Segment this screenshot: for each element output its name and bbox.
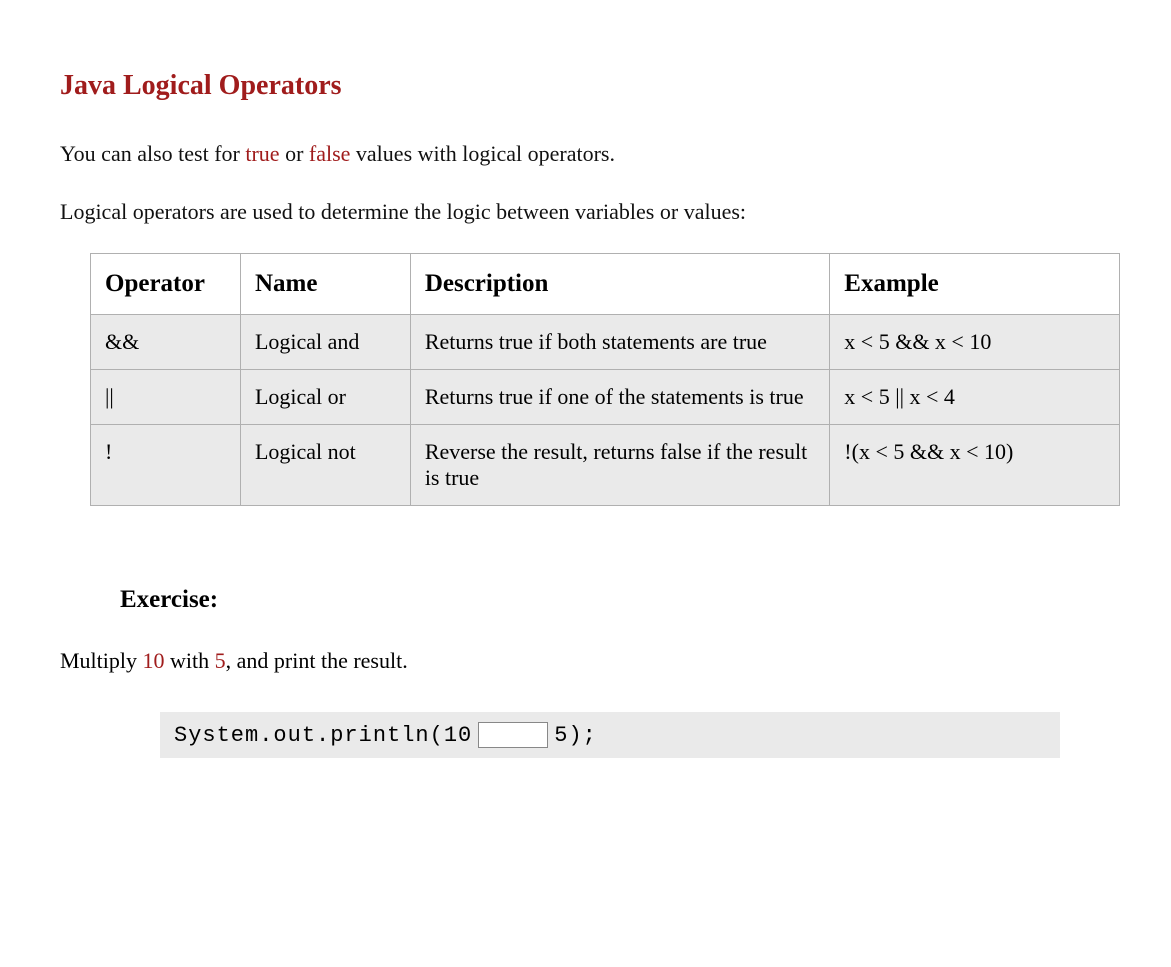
- cell-example: !(x < 5 && x < 10): [830, 425, 1120, 506]
- cell-example: x < 5 && x < 10: [830, 315, 1120, 370]
- intro-text: or: [280, 141, 309, 166]
- operators-table: Operator Name Description Example && Log…: [90, 253, 1120, 506]
- operators-table-container: Operator Name Description Example && Log…: [90, 253, 1111, 506]
- cell-name: Logical and: [240, 315, 410, 370]
- col-header-description: Description: [410, 254, 829, 315]
- answer-input[interactable]: [478, 722, 548, 748]
- cell-example: x < 5 || x < 4: [830, 370, 1120, 425]
- exercise-text: , and print the result.: [226, 648, 408, 673]
- cell-operator: ||: [91, 370, 241, 425]
- exercise-text: with: [165, 648, 215, 673]
- literal-false: false: [309, 141, 351, 166]
- table-header-row: Operator Name Description Example: [91, 254, 1120, 315]
- cell-name: Logical or: [240, 370, 410, 425]
- code-pre: System.out.println(10: [174, 723, 472, 748]
- col-header-name: Name: [240, 254, 410, 315]
- code-block: System.out.println(10 5);: [160, 712, 1060, 758]
- page-heading: Java Logical Operators: [60, 70, 1111, 102]
- table-row: || Logical or Returns true if one of the…: [91, 370, 1120, 425]
- col-header-example: Example: [830, 254, 1120, 315]
- intro-paragraph-2: Logical operators are used to determine …: [60, 195, 1111, 228]
- exercise-text: Multiply: [60, 648, 143, 673]
- cell-description: Returns true if both statements are true: [410, 315, 829, 370]
- table-row: ! Logical not Reverse the result, return…: [91, 425, 1120, 506]
- cell-description: Returns true if one of the statements is…: [410, 370, 829, 425]
- intro-paragraph-1: You can also test for true or false valu…: [60, 137, 1111, 170]
- col-header-operator: Operator: [91, 254, 241, 315]
- exercise-instruction: Multiply 10 with 5, and print the result…: [60, 644, 1111, 677]
- cell-name: Logical not: [240, 425, 410, 506]
- literal-5: 5: [215, 648, 226, 673]
- exercise-heading: Exercise:: [120, 586, 1111, 614]
- intro-text: You can also test for: [60, 141, 245, 166]
- code-post: 5);: [554, 723, 597, 748]
- literal-10: 10: [143, 648, 165, 673]
- cell-operator: !: [91, 425, 241, 506]
- table-row: && Logical and Returns true if both stat…: [91, 315, 1120, 370]
- cell-description: Reverse the result, returns false if the…: [410, 425, 829, 506]
- cell-operator: &&: [91, 315, 241, 370]
- literal-true: true: [245, 141, 279, 166]
- intro-text: values with logical operators.: [350, 141, 615, 166]
